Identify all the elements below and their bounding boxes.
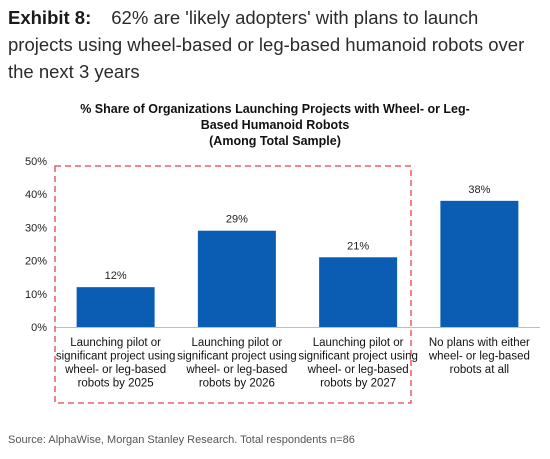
x-tick-label: robots by 2027: [320, 378, 396, 390]
x-tick-label: robots by 2026: [199, 378, 275, 390]
highlight-box: [54, 165, 412, 404]
x-tick-label: Launching pilot or: [313, 337, 404, 349]
y-tick-label: 50%: [25, 156, 47, 168]
y-tick-label: 20%: [25, 256, 47, 268]
bar: [440, 200, 519, 327]
x-tick-label: wheel- or leg-based: [64, 364, 166, 376]
x-tick-label: Launching pilot or: [70, 337, 161, 349]
x-tick-label: Launching pilot or: [191, 337, 282, 349]
x-tick-label: No plans with either: [429, 337, 530, 349]
y-tick-label: 0%: [31, 322, 47, 334]
bar: [76, 287, 155, 327]
source-note: Source: AlphaWise, Morgan Stanley Resear…: [8, 434, 355, 446]
y-tick-label: 10%: [25, 289, 47, 301]
exhibit-headline: Exhibit 8: 62% are 'likely adopters' with…: [8, 4, 543, 85]
bar: [319, 257, 398, 327]
data-label: 38%: [468, 184, 490, 196]
x-tick-label: significant project using: [56, 351, 176, 363]
bar: [197, 230, 276, 327]
chart-title: % Share of Organizations Launching Proje…: [80, 102, 470, 148]
x-tick-label: significant project using: [177, 351, 297, 363]
x-tick-label: significant project using: [298, 351, 418, 363]
data-label: 29%: [226, 214, 248, 226]
data-label: 12%: [105, 270, 127, 282]
headline-text: 62% are 'likely adopters' with plans to …: [8, 7, 525, 82]
x-tick-label: robots at all: [450, 364, 509, 376]
exhibit-label: Exhibit 8:: [8, 7, 92, 28]
x-tick-label: wheel- or leg-based: [185, 364, 287, 376]
y-tick-label: 40%: [25, 189, 47, 201]
x-tick-label: wheel- or leg-based: [428, 351, 530, 363]
x-tick-label: wheel- or leg-based: [307, 364, 409, 376]
x-tick-label: robots by 2025: [78, 378, 154, 390]
data-label: 21%: [347, 240, 369, 252]
y-tick-label: 30%: [25, 222, 47, 234]
